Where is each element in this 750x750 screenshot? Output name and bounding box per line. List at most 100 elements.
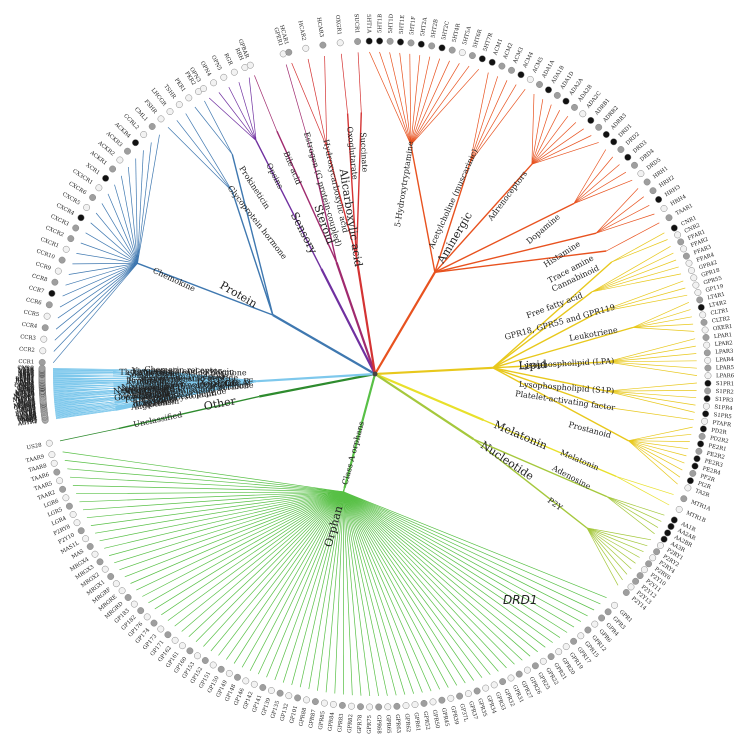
leaf-branch: [343, 491, 531, 657]
leaf-branch: [343, 491, 466, 684]
leaf-label: CCR6: [25, 297, 42, 306]
leaf-label: GPR55: [703, 275, 723, 286]
leaf-marker: [584, 626, 592, 634]
family-branch: [492, 326, 633, 369]
leaf-branch: [54, 397, 115, 404]
leaf-branch: [343, 491, 538, 653]
leaf-marker: [553, 91, 561, 99]
leaf-marker: [72, 224, 80, 232]
leaf-branch: [72, 485, 344, 493]
leaf-branch: [531, 142, 599, 165]
leaf-label: SSR2: [19, 375, 34, 381]
leaf-branch: [343, 491, 553, 643]
leaf-marker: [59, 485, 67, 493]
leaf-marker: [285, 48, 293, 56]
leaf-label: GPR75: [367, 714, 373, 734]
leaf-label: AGTR2: [17, 418, 38, 427]
leaf-branch: [586, 527, 632, 570]
leaf-marker: [157, 625, 165, 633]
leaf-branch: [54, 263, 138, 341]
leaf-marker: [611, 601, 618, 609]
leaf-marker: [697, 303, 705, 311]
leaf-branch: [53, 390, 114, 396]
leaf-label: BRS3: [22, 417, 38, 425]
group-label: Nucleotide: [478, 439, 536, 484]
leaf-marker: [682, 252, 690, 260]
leaf-branch: [632, 327, 695, 332]
leaf-label: GP101: [289, 705, 299, 724]
leaf-branch: [109, 491, 344, 556]
leaf-branch: [343, 491, 458, 686]
leaf-branch: [195, 491, 344, 642]
leaf-marker: [124, 147, 131, 155]
leaf-label: CCR4: [21, 322, 38, 330]
family-label: Tachykinin: [131, 369, 175, 378]
leaf-marker: [420, 699, 428, 707]
leaf-branch: [167, 127, 233, 192]
leaf-branch: [343, 491, 397, 696]
leaf-label: TSHR: [162, 84, 177, 101]
leaf-branch: [410, 65, 470, 146]
leaf-label: GPR39: [449, 706, 459, 726]
leaf-marker: [545, 86, 552, 94]
leaf-branch: [69, 476, 344, 493]
leaf-label: GPR45: [440, 707, 450, 727]
leaf-marker: [375, 703, 383, 711]
leaf-label: 5HT2A: [420, 17, 429, 37]
leaf-marker: [54, 267, 62, 275]
leaf-marker: [704, 372, 712, 380]
leaf-marker: [118, 587, 126, 595]
leaf-label: GPR37: [467, 701, 478, 721]
leaf-branch: [95, 491, 344, 534]
leaf-label: S1PR5: [713, 412, 732, 420]
leaf-marker: [285, 692, 293, 700]
leaf-label: GPR18: [701, 267, 721, 278]
leaf-marker: [242, 677, 250, 685]
family-label: Neuropeptide S: [121, 381, 186, 394]
leaf-label: C3AR: [21, 412, 38, 420]
leaf-branch: [606, 382, 697, 392]
leaf-marker: [702, 334, 710, 341]
leaf-marker: [643, 178, 651, 186]
leaf-marker: [336, 39, 344, 47]
leaf-label: GPR52: [422, 711, 431, 731]
leaf-label: TRFR: [19, 370, 35, 376]
leaf-label: CXCR3: [49, 214, 70, 228]
leaf-branch: [53, 380, 144, 385]
group-branch: [374, 372, 485, 422]
leaf-label: 5HT1D: [388, 13, 395, 33]
leaf-branch: [307, 58, 328, 148]
leaf-branch: [52, 368, 144, 371]
leaf-branch: [343, 491, 595, 611]
leaf-branch: [53, 379, 144, 382]
leaf-branch: [628, 440, 687, 457]
family-branch: [118, 395, 260, 430]
leaf-branch: [53, 384, 114, 387]
leaf-branch: [606, 496, 659, 528]
leaf-branch: [606, 390, 695, 413]
leaf-marker: [438, 696, 446, 704]
leaf-branch: [54, 399, 115, 406]
leaf-branch: [167, 491, 344, 621]
leaf-branch: [188, 491, 344, 637]
leaf-branch: [531, 110, 561, 165]
leaf-branch: [606, 353, 697, 363]
family-label: Chemerin receptor: [144, 365, 221, 375]
leaf-branch: [616, 476, 670, 506]
leaf-marker: [660, 205, 668, 212]
leaf-branch: [586, 527, 619, 586]
leaf-branch: [606, 338, 696, 363]
leaf-branch: [137, 150, 144, 264]
leaf-branch: [531, 115, 569, 165]
leaf-label: GP132: [280, 703, 291, 722]
leaf-label: GALR3: [16, 405, 36, 413]
leaf-label: NPBW1: [13, 393, 35, 400]
leaf-label: 5HT6R: [472, 28, 484, 49]
leaf-marker: [701, 417, 709, 425]
leaf-marker: [48, 289, 56, 297]
leaf-marker: [303, 696, 310, 704]
leaf-branch: [369, 51, 412, 145]
leaf-label: MCHR2: [13, 402, 35, 410]
leaf-marker: [311, 698, 319, 706]
leaf-label: TAAR1: [675, 203, 694, 217]
